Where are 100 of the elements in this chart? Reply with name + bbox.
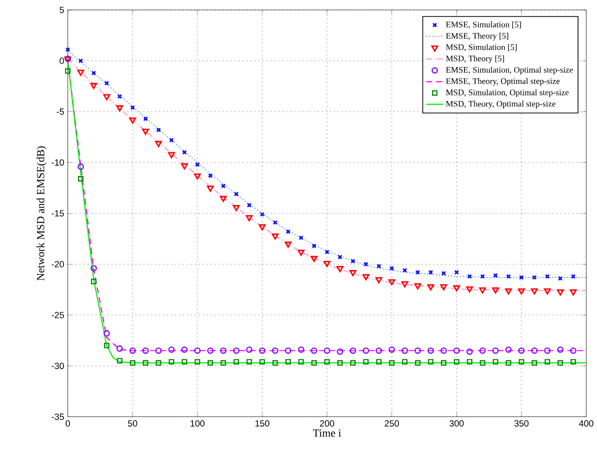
point	[77, 70, 84, 76]
point	[78, 164, 84, 170]
x-tick-label: 50	[128, 420, 138, 427]
point	[544, 288, 551, 295]
point	[142, 360, 148, 366]
point	[246, 346, 252, 353]
point	[324, 359, 330, 365]
point	[557, 346, 564, 353]
point	[220, 348, 227, 354]
point	[286, 229, 291, 234]
point	[518, 348, 525, 354]
point	[194, 359, 200, 365]
legend-label: EMSE, Simulation [5]	[446, 22, 521, 29]
point	[298, 250, 305, 256]
point	[376, 359, 382, 365]
point	[505, 288, 512, 295]
point	[493, 273, 498, 278]
point	[544, 348, 551, 354]
point	[259, 348, 266, 354]
y-tick-label: -30	[52, 362, 64, 370]
point	[116, 358, 122, 364]
point	[207, 348, 214, 354]
legend-label: EMSE, Simulation, Optimal step-size	[446, 66, 573, 75]
point	[130, 360, 136, 366]
point	[168, 152, 175, 158]
point	[402, 348, 408, 354]
point	[350, 348, 356, 354]
y-tick-label: 0	[60, 58, 64, 64]
point	[208, 174, 213, 178]
point	[505, 346, 512, 353]
point	[234, 359, 240, 365]
point	[117, 94, 122, 99]
point	[298, 346, 304, 353]
point	[558, 360, 564, 366]
legend-label: MSD, Theory [5]	[446, 56, 504, 64]
point	[310, 256, 318, 262]
point	[506, 360, 512, 366]
point	[168, 346, 175, 353]
point	[116, 105, 124, 112]
point	[168, 359, 174, 365]
legend-label: MSD, Simulation, Optimal step-size	[446, 90, 569, 98]
point	[440, 284, 448, 291]
point	[518, 359, 524, 365]
point	[466, 359, 472, 365]
point	[233, 348, 240, 354]
x-tick-label: 300	[450, 420, 464, 427]
y-tick-label: -35	[52, 414, 64, 420]
point	[143, 116, 148, 122]
point	[311, 360, 317, 366]
point	[441, 271, 446, 276]
point	[570, 274, 576, 279]
point	[402, 268, 408, 273]
point	[544, 359, 550, 365]
point	[284, 348, 292, 354]
point	[415, 270, 420, 275]
point	[440, 360, 446, 366]
point	[208, 360, 214, 366]
point	[116, 346, 123, 352]
point	[349, 270, 356, 276]
point	[169, 138, 174, 143]
point	[492, 348, 499, 354]
point	[570, 359, 576, 365]
point	[402, 359, 408, 365]
point	[440, 348, 447, 354]
point	[350, 258, 356, 264]
legend-label: EMSE, Theory, Optimal step-size	[446, 78, 560, 86]
point	[246, 215, 253, 222]
point	[142, 348, 149, 354]
point	[272, 360, 278, 366]
point	[194, 174, 201, 180]
point	[362, 348, 370, 354]
point	[364, 262, 368, 267]
point	[285, 359, 291, 365]
point	[104, 343, 110, 348]
y-tick-label: -20	[52, 261, 64, 268]
point	[338, 254, 342, 260]
point	[454, 359, 460, 365]
point	[195, 162, 200, 168]
x-tick-label: 200	[320, 420, 334, 427]
x-axis-title: Time i	[313, 430, 342, 437]
x-tick-label: 400	[578, 420, 594, 427]
point	[232, 205, 240, 212]
point	[362, 274, 370, 280]
point	[479, 288, 486, 294]
point	[466, 348, 473, 356]
point	[492, 288, 499, 294]
point	[453, 348, 460, 354]
point	[78, 176, 84, 182]
point	[350, 360, 356, 366]
point	[259, 359, 265, 365]
point	[518, 288, 525, 295]
point	[182, 150, 187, 155]
point	[427, 284, 434, 291]
point	[336, 348, 344, 356]
point	[156, 360, 162, 366]
y-tick-label: 5	[60, 7, 64, 14]
point	[312, 244, 316, 248]
point	[104, 80, 110, 86]
point	[530, 288, 538, 295]
point	[506, 274, 511, 279]
